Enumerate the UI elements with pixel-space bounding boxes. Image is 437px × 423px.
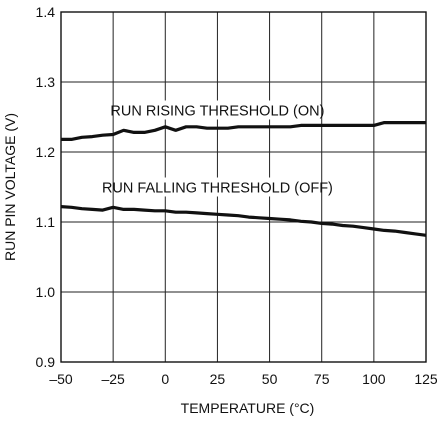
x-tick-label: –25 [101, 371, 125, 387]
rising-threshold-label: RUN RISING THRESHOLD (ON) [110, 104, 324, 120]
annotation-layer: RUN RISING THRESHOLD (ON) RUN FALLING THR… [102, 100, 333, 197]
falling-threshold-label: RUN FALLING THRESHOLD (OFF) [102, 181, 333, 197]
y-tick-label: 1.4 [36, 4, 56, 20]
y-axis-label: RUN PIN VOLTAGE (V) [2, 113, 18, 261]
annotation-background [133, 100, 301, 120]
x-tick-label: 75 [314, 371, 330, 387]
x-axis-label: TEMPERATURE (°C) [181, 400, 315, 416]
series-layer [60, 121, 427, 237]
plot-frame [60, 11, 427, 363]
y-tick-label: 1.2 [36, 144, 56, 160]
x-tick-label: 0 [161, 371, 169, 387]
x-tick-label: 50 [262, 371, 278, 387]
y-tick-label: 1.1 [36, 214, 56, 230]
series-line-rising-threshold [61, 121, 426, 141]
y-tick-label: 0.9 [36, 354, 56, 370]
x-tick-label: –50 [49, 371, 73, 387]
y-tick-label: 1.3 [36, 74, 56, 90]
plot-grid [60, 11, 427, 363]
x-tick-label: 25 [210, 371, 226, 387]
y-tick-label: 1.0 [36, 284, 56, 300]
series-line-falling-threshold [60, 205, 427, 237]
x-tick-labels: –50 –25 0 25 50 75 100 125 [49, 371, 437, 387]
x-tick-label: 100 [362, 371, 386, 387]
x-tick-label: 125 [414, 371, 437, 387]
annotation-background [127, 177, 308, 197]
y-tick-labels: 0.9 1.0 1.1 1.2 1.3 1.4 [36, 4, 56, 370]
